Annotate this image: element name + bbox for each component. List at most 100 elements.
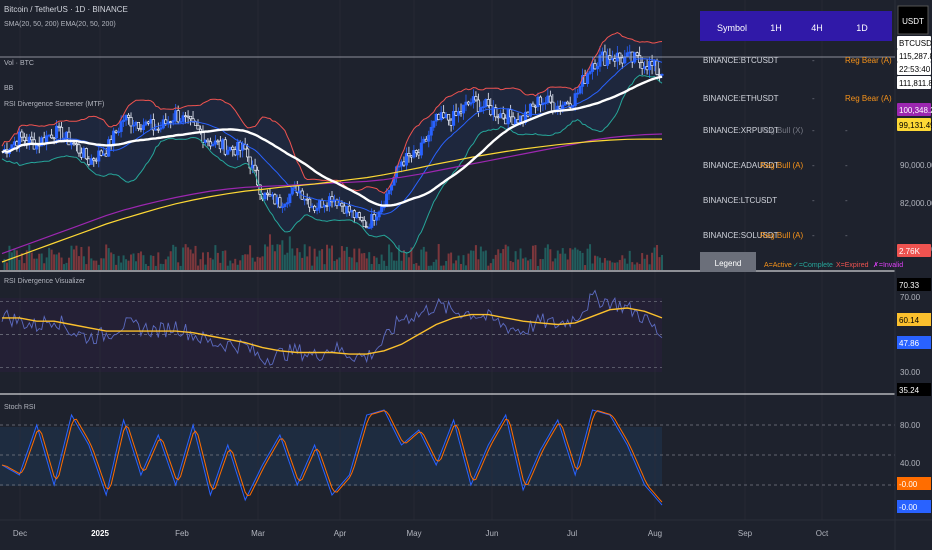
rsi-pane-title[interactable]: RSI Divergence Visualizer — [4, 278, 86, 285]
candle-body[interactable] — [419, 142, 423, 156]
candle-body[interactable] — [77, 144, 81, 154]
candle-body[interactable] — [633, 52, 637, 63]
candle-body[interactable] — [226, 149, 230, 155]
candle-body[interactable] — [20, 131, 24, 138]
candle-body[interactable] — [283, 203, 287, 207]
stoch-pane-title[interactable]: Stoch RSI — [4, 404, 36, 411]
candle-body[interactable] — [476, 99, 480, 112]
candle-body[interactable] — [538, 96, 542, 106]
candle-body[interactable] — [598, 54, 602, 67]
candle-body[interactable] — [126, 114, 131, 118]
candle-body[interactable] — [576, 92, 580, 95]
candle-body[interactable] — [370, 214, 374, 228]
candle-body[interactable] — [189, 115, 193, 120]
candle-body[interactable] — [315, 207, 319, 211]
candle-body[interactable] — [618, 52, 622, 59]
candle-body[interactable] — [481, 106, 485, 109]
candle-body[interactable] — [340, 202, 344, 207]
candle-body[interactable] — [414, 150, 418, 154]
candle-body[interactable] — [447, 114, 451, 121]
candle-body[interactable] — [223, 139, 227, 155]
candle-body[interactable] — [360, 216, 364, 221]
candle-body[interactable] — [179, 121, 183, 123]
candle-body[interactable] — [159, 127, 163, 130]
candle-body[interactable] — [280, 206, 284, 208]
candle-body[interactable] — [136, 122, 141, 129]
candle-body[interactable] — [429, 126, 433, 136]
candle-body[interactable] — [404, 153, 408, 166]
candle-body[interactable] — [211, 143, 215, 147]
candle-body[interactable] — [469, 102, 473, 105]
candle-body[interactable] — [122, 119, 126, 122]
candle-body[interactable] — [99, 150, 103, 156]
candle-body[interactable] — [528, 103, 533, 117]
candle-body[interactable] — [265, 192, 270, 195]
candle-body[interactable] — [461, 104, 466, 114]
candle-body[interactable] — [357, 212, 361, 218]
candle-body[interactable] — [30, 136, 34, 141]
candle-body[interactable] — [119, 121, 123, 132]
bb-label[interactable]: BB — [4, 85, 14, 92]
candle-body[interactable] — [389, 184, 394, 191]
candle-body[interactable] — [566, 101, 570, 105]
candle-body[interactable] — [263, 192, 267, 200]
candle-body[interactable] — [412, 150, 416, 158]
candle-body[interactable] — [531, 103, 535, 107]
candle-body[interactable] — [117, 131, 121, 133]
candle-body[interactable] — [176, 110, 180, 123]
candle-body[interactable] — [635, 52, 639, 56]
candle-body[interactable] — [494, 107, 498, 118]
candle-body[interactable] — [285, 202, 289, 205]
candle-body[interactable] — [509, 109, 513, 118]
rsi-pane[interactable] — [0, 289, 663, 368]
candle-body[interactable] — [131, 124, 136, 127]
candle-body[interactable] — [452, 110, 456, 126]
candle-body[interactable] — [640, 62, 644, 69]
candle-body[interactable] — [97, 150, 101, 162]
candle-body[interactable] — [375, 216, 379, 221]
candle-body[interactable] — [573, 93, 577, 107]
candle-body[interactable] — [55, 125, 59, 139]
candle-body[interactable] — [151, 119, 155, 131]
candle-body[interactable] — [181, 115, 185, 122]
candle-body[interactable] — [385, 193, 389, 208]
candle-body[interactable] — [89, 158, 93, 165]
stoch-rsi-pane[interactable] — [0, 409, 895, 506]
currency-box[interactable] — [897, 5, 929, 35]
candle-body[interactable] — [208, 141, 212, 147]
candle-body[interactable] — [156, 128, 160, 131]
candle-body[interactable] — [387, 189, 391, 195]
candle-body[interactable] — [543, 102, 547, 105]
candle-body[interactable] — [362, 219, 366, 228]
candle-body[interactable] — [486, 99, 490, 106]
candle-body[interactable] — [253, 164, 257, 171]
candle-body[interactable] — [427, 134, 431, 142]
candle-body[interactable] — [407, 153, 411, 157]
candle-body[interactable] — [330, 196, 334, 203]
candle-body[interactable] — [22, 136, 26, 142]
candle-body[interactable] — [608, 55, 612, 60]
candle-body[interactable] — [213, 140, 217, 145]
candle-body[interactable] — [474, 96, 478, 101]
candle-body[interactable] — [367, 227, 371, 229]
candle-body[interactable] — [171, 120, 175, 123]
candle-body[interactable] — [586, 73, 590, 84]
candle-body[interactable] — [107, 139, 111, 157]
candle-body[interactable] — [278, 197, 282, 208]
candle-body[interactable] — [588, 71, 592, 74]
volume-label[interactable]: Vol · BTC — [4, 60, 34, 67]
candle-body[interactable] — [578, 86, 582, 94]
candle-body[interactable] — [347, 205, 351, 213]
candle-body[interactable] — [595, 65, 600, 70]
candle-body[interactable] — [84, 148, 88, 160]
candle-body[interactable] — [231, 146, 235, 150]
candle-body[interactable] — [308, 198, 312, 208]
candlesticks[interactable] — [2, 44, 664, 230]
candle-body[interactable] — [501, 113, 505, 119]
candle-body[interactable] — [141, 124, 145, 131]
currency-label[interactable]: USDT — [902, 17, 924, 26]
candle-body[interactable] — [605, 55, 609, 66]
candle-body[interactable] — [377, 211, 381, 218]
candle-body[interactable] — [432, 120, 436, 128]
